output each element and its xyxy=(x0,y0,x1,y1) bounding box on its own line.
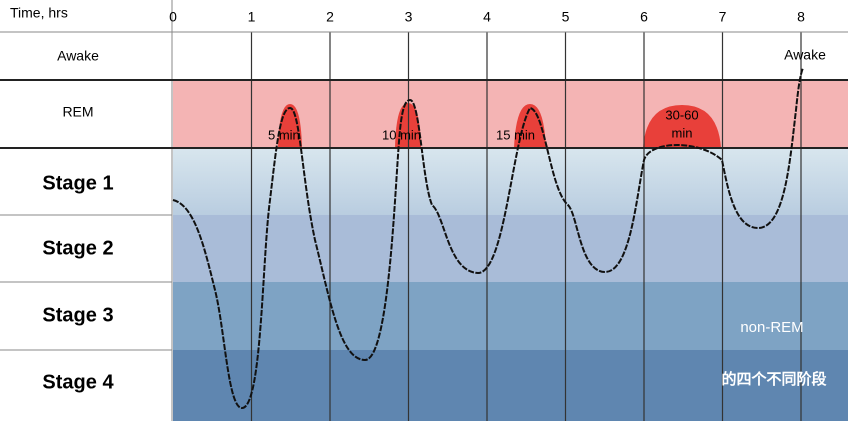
hour-tick: 8 xyxy=(797,9,805,25)
hour-tick: 2 xyxy=(326,9,334,25)
rem-duration: 30-60 xyxy=(665,107,698,122)
rem-duration: min xyxy=(672,125,693,140)
row-label: Awake xyxy=(57,48,99,64)
hour-tick: 4 xyxy=(483,9,491,25)
row-label: Stage 3 xyxy=(42,304,113,326)
hour-tick: 5 xyxy=(562,9,570,25)
rem-duration: 10 min xyxy=(382,127,421,142)
rem-duration: 15 min xyxy=(496,127,535,142)
hour-tick: 6 xyxy=(640,9,648,25)
row-label: Stage 4 xyxy=(42,371,114,393)
hour-tick: 7 xyxy=(719,9,727,25)
hour-tick: 0 xyxy=(169,9,177,25)
awake-label: Awake xyxy=(784,47,826,63)
rem-duration: 5 min xyxy=(268,127,300,142)
annotation: non-REM xyxy=(740,319,803,336)
row-label: Stage 2 xyxy=(42,237,113,259)
time-label: Time, hrs xyxy=(10,5,68,21)
sleep-curve xyxy=(172,67,804,410)
annotation: 的四个不同阶段 xyxy=(721,370,826,388)
row-label: Stage 1 xyxy=(42,172,113,194)
row-label: REM xyxy=(62,104,93,120)
hour-tick: 3 xyxy=(405,9,413,25)
hour-tick: 1 xyxy=(248,9,256,25)
